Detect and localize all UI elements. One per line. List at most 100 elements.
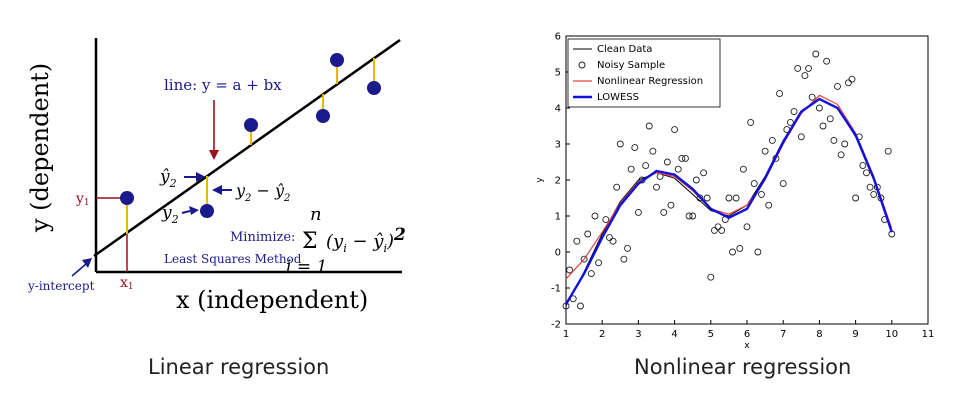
noisy-sample-point: [653, 183, 660, 191]
noisy-sample-point: [750, 180, 758, 188]
caption-linear: Linear regression: [148, 355, 330, 379]
x-tick-label: 11: [922, 329, 935, 340]
noisy-sample-point: [714, 223, 722, 231]
noisy-sample-point: [591, 212, 599, 220]
y-tick-label: 2: [555, 176, 561, 187]
noisy-sample-point: [649, 147, 657, 155]
noisy-sample-point: [747, 118, 755, 126]
noisy-sample-point: [685, 212, 693, 220]
noisy-sample-point: [834, 82, 841, 90]
y-axis-label: y: [535, 177, 545, 183]
residual-label: y2 − ŷ2: [235, 181, 290, 204]
noisy-sample-point: [602, 216, 610, 224]
noisy-sample-point: [634, 208, 642, 216]
y-tick-label: 5: [555, 68, 561, 79]
noisy-sample-point: [870, 190, 878, 198]
x-tick-label: 9: [852, 329, 858, 340]
legend-label-clean: Clean Data: [597, 44, 652, 55]
caption-nonlinear: Nonlinear regression: [634, 355, 852, 379]
y2-label: y2: [161, 203, 179, 226]
noisy-sample-point: [692, 176, 700, 184]
y-tick-label: -1: [551, 284, 561, 295]
noisy-sample-point: [786, 118, 794, 126]
noisy-sample-point: [595, 259, 603, 267]
noisy-sample-point: [710, 226, 718, 234]
noisy-sample-point: [729, 248, 736, 256]
noisy-sample-point: [689, 212, 697, 220]
noisy-sample-point: [884, 147, 892, 155]
noisy-sample-point: [812, 50, 820, 58]
noisy-sample-point: [830, 136, 838, 144]
arrowhead: [209, 150, 219, 160]
x-tick-label: 2: [599, 329, 605, 340]
x-tick-label: 7: [780, 329, 786, 340]
nonlinear-regression-chart: 1 2 3 4 5 6 7 8 9 10 11 -2 -1 0 1 2 3 4 5 6 Clean Data Nois…: [520, 20, 940, 355]
noisy-sample-point: [844, 79, 852, 87]
noisy-sample-point: [743, 223, 751, 231]
method-label: Least Squares Method: [164, 252, 302, 266]
y-tick-label: 3: [555, 140, 561, 151]
noisy-sample-point: [620, 255, 628, 263]
arrowhead: [212, 185, 222, 195]
x-tick-label: 8: [816, 329, 822, 340]
y-tick-label: 4: [555, 104, 561, 115]
legend-label-nonlinear: Nonlinear Regression: [597, 76, 703, 87]
noisy-sample-point: [790, 108, 798, 116]
x1-label: x1: [120, 275, 134, 292]
noisy-sample-point: [624, 244, 631, 252]
legend: Clean Data Noisy Sample Nonlinear Regres…: [567, 38, 721, 108]
noisy-sample-point: [754, 248, 762, 256]
noisy-sample-point: [642, 162, 650, 170]
noisy-sample-point: [580, 255, 588, 263]
noisy-sample-point: [732, 194, 740, 202]
data-point: [244, 118, 258, 132]
legend-swatch-noisy: [578, 61, 586, 69]
data-point: [316, 109, 330, 123]
data-point: [200, 204, 214, 218]
noisy-sample-point: [587, 270, 595, 278]
noisy-sample-point: [718, 226, 726, 234]
arrowhead: [189, 206, 199, 215]
x-tick-label: 1: [563, 329, 569, 340]
x-tick-label: 3: [635, 329, 641, 340]
noisy-sample-point: [841, 140, 849, 148]
noisy-sample-point: [866, 183, 874, 191]
data-points: [120, 53, 381, 218]
noisy-sample-point: [823, 57, 831, 65]
noisy-sample-point: [674, 165, 682, 173]
line-label: line: y = a + bx: [164, 76, 282, 94]
noisy-sample-point: [736, 244, 744, 252]
sum-top: n: [310, 204, 322, 225]
noisy-sample-point: [703, 194, 711, 202]
noisy-sample-point: [584, 230, 592, 238]
noisy-sample-point: [765, 201, 773, 209]
noisy-sample-point: [660, 208, 668, 216]
noisy-sample-point: [577, 302, 584, 310]
noisy-sample-point: [667, 201, 675, 209]
noisy-sample-point: [837, 151, 845, 159]
noisy-sample-point: [779, 180, 787, 188]
noisy-sample-point: [645, 122, 653, 130]
x-axis-label: x (independent): [176, 286, 368, 314]
noisy-sample-point: [678, 154, 686, 162]
intercept-arrow: [71, 263, 87, 277]
legend-label-noisy: Noisy Sample: [597, 60, 665, 71]
noisy-sample-point: [573, 237, 581, 245]
noisy-sample-point: [848, 75, 856, 83]
sum-bottom: i = 1: [286, 257, 327, 277]
y2-arrow: [181, 210, 191, 214]
linear-regression-diagram: line: y = a + bx ŷ2 y2 − ŷ2 y2 y1 x1 y-i…: [0, 0, 460, 340]
sum-term: (yi − ŷi)2: [326, 225, 406, 255]
yhat2-label: ŷ2: [159, 167, 177, 190]
noisy-sample-point: [758, 190, 765, 198]
regression-line: [93, 38, 401, 258]
x-tick-label: 10: [885, 329, 898, 340]
legend-label-lowess: LOWESS: [597, 92, 639, 103]
noisy-sample-point: [671, 126, 679, 134]
x-tick-label: 5: [708, 329, 714, 340]
x-tick-label: 6: [744, 329, 750, 340]
noisy-sample-point: [863, 169, 870, 177]
data-point: [367, 81, 381, 95]
noisy-sample-point: [616, 140, 624, 148]
noisy-sample-point: [663, 158, 671, 166]
